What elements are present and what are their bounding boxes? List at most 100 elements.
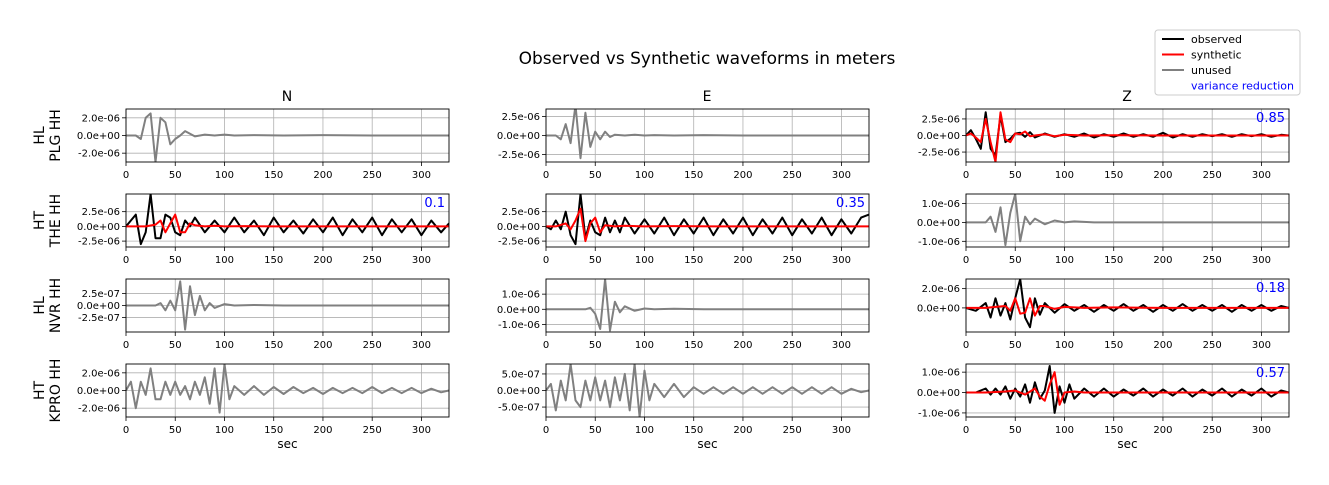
trace-group (966, 279, 1289, 329)
trace-group (546, 109, 869, 160)
x-tick-label: 150 (1104, 255, 1123, 266)
x-tick-label: 150 (264, 170, 283, 181)
y-tick-label: -2.5e-06 (498, 237, 540, 248)
trace-group (126, 194, 449, 246)
y-tick-label: 2.0e-06 (922, 284, 960, 295)
y-tick-label: -5.0e-07 (498, 403, 540, 414)
x-tick-label: 200 (313, 255, 332, 266)
panel-r3-c1: 0 50 100 150 200 250 300 5.0e-07 0.0e+00 -5.0e-07 (497, 363, 870, 436)
x-tick-label: 50 (589, 340, 602, 351)
y-tick-label: 2.0e-06 (82, 113, 120, 124)
x-tick-label: 300 (412, 425, 431, 436)
x-tick-label: 300 (1252, 340, 1271, 351)
column-title-n: N (282, 89, 292, 105)
x-tick-label: 150 (684, 170, 703, 181)
x-tick-label: 150 (1104, 340, 1123, 351)
trace-group (546, 194, 869, 246)
x-tick-label: 0 (963, 255, 969, 266)
trace-group (126, 364, 449, 414)
trace-group (126, 280, 449, 331)
x-tick-label: 100 (215, 340, 234, 351)
x-tick-label: 300 (1252, 170, 1271, 181)
y-tick-label: 0.0e+00 (917, 218, 960, 229)
y-tick-label: 2.5e-06 (922, 114, 960, 125)
unused-trace (546, 109, 869, 160)
trace-group (546, 364, 869, 417)
x-tick-label: 200 (313, 425, 332, 436)
x-tick-label: 0 (543, 340, 549, 351)
axes-frame (965, 363, 1290, 418)
y-tick-label: -2.5e-06 (498, 150, 540, 161)
x-tick-label: 50 (589, 425, 602, 436)
x-tick-label: 300 (832, 340, 851, 351)
x-tick-label: 0 (123, 425, 129, 436)
panel-r0-c2: 0 50 100 150 200 250 300 2.5e-06 0.0e+00 -2.5e-06… (917, 108, 1290, 181)
x-tick-label: 300 (832, 170, 851, 181)
y-tick-label: -2.5e-06 (918, 148, 960, 159)
axes-frame (125, 193, 450, 248)
x-tick-label: 200 (733, 425, 752, 436)
x-tick-label: 200 (733, 340, 752, 351)
x-tick-label: 250 (363, 425, 382, 436)
x-tick-label: 150 (264, 255, 283, 266)
x-tick-label: 0 (543, 425, 549, 436)
panel-r0-c0: 0 50 100 150 200 250 300 2.0e-06 0.0e+00 -2.0e-06 (77, 108, 450, 181)
x-tick-label: 50 (169, 170, 182, 181)
legend-label: observed (1191, 33, 1242, 46)
trace-group (966, 111, 1289, 162)
y-tick-label: -2.0e-06 (78, 149, 120, 160)
station-label: HTTHE HH (32, 194, 64, 248)
y-tick-label: -2.5e-06 (78, 237, 120, 248)
x-tick-label: 200 (733, 170, 752, 181)
y-tick-label: 1.0e-06 (922, 199, 960, 210)
y-tick-label: 0.0e+00 (917, 388, 960, 399)
synthetic-trace (966, 371, 1289, 406)
x-tick-label: 250 (783, 425, 802, 436)
x-tick-label: 150 (264, 340, 283, 351)
variance-reduction-label: 0.85 (1256, 111, 1285, 126)
x-tick-label: 250 (1203, 340, 1222, 351)
x-tick-label: 0 (963, 340, 969, 351)
x-tick-label: 100 (1055, 340, 1074, 351)
y-tick-label: 0.0e+00 (77, 386, 120, 397)
x-tick-label: 0 (543, 170, 549, 181)
x-tick-label: 250 (1203, 255, 1222, 266)
panel-r3-c0: 0 50 100 150 200 250 300 2.0e-06 0.0e+00 -2.0e-06 (77, 363, 450, 436)
observed-trace (966, 365, 1289, 414)
y-tick-label: -2.0e-06 (78, 404, 120, 415)
y-tick-label: -1.0e-06 (918, 237, 960, 248)
panel-r1-c0: 0 50 100 150 200 250 300 2.5e-06 0.0e+00 -2.5e-06… (77, 193, 450, 266)
x-tick-label: 300 (832, 425, 851, 436)
y-tick-label: -2.5e-07 (78, 313, 120, 324)
x-tick-label: 0 (123, 340, 129, 351)
y-tick-label: 0.0e+00 (497, 222, 540, 233)
panel-r0-c1: 0 50 100 150 200 250 300 2.5e-06 0.0e+00 -2.5e-06 (497, 108, 870, 181)
x-tick-label: 200 (733, 255, 752, 266)
axes-frame (965, 193, 1290, 248)
x-tick-label: 150 (264, 425, 283, 436)
axes-frame (545, 193, 870, 248)
y-tick-label: 0.0e+00 (497, 305, 540, 316)
y-tick-label: 0.0e+00 (77, 301, 120, 312)
observed-trace (126, 194, 449, 246)
x-tick-label: 300 (412, 340, 431, 351)
y-tick-label: 0.0e+00 (497, 386, 540, 397)
y-tick-label: -1.0e-06 (918, 408, 960, 419)
trace-group (966, 194, 1289, 247)
x-tick-label: 100 (1055, 255, 1074, 266)
unused-trace (126, 364, 449, 414)
column-title-e: E (703, 89, 712, 105)
x-tick-label: 0 (123, 170, 129, 181)
station-label: HTKPRO HH (32, 359, 64, 423)
x-tick-label: 50 (169, 425, 182, 436)
synthetic-trace (546, 207, 869, 243)
y-tick-label: 0.0e+00 (77, 131, 120, 142)
x-tick-label: 0 (963, 425, 969, 436)
x-tick-label: 200 (313, 340, 332, 351)
unused-trace (546, 279, 869, 332)
synthetic-trace (966, 297, 1289, 317)
x-tick-label: 100 (1055, 425, 1074, 436)
x-tick-label: 250 (1203, 170, 1222, 181)
unused-trace (126, 112, 449, 162)
x-tick-label: 300 (832, 255, 851, 266)
